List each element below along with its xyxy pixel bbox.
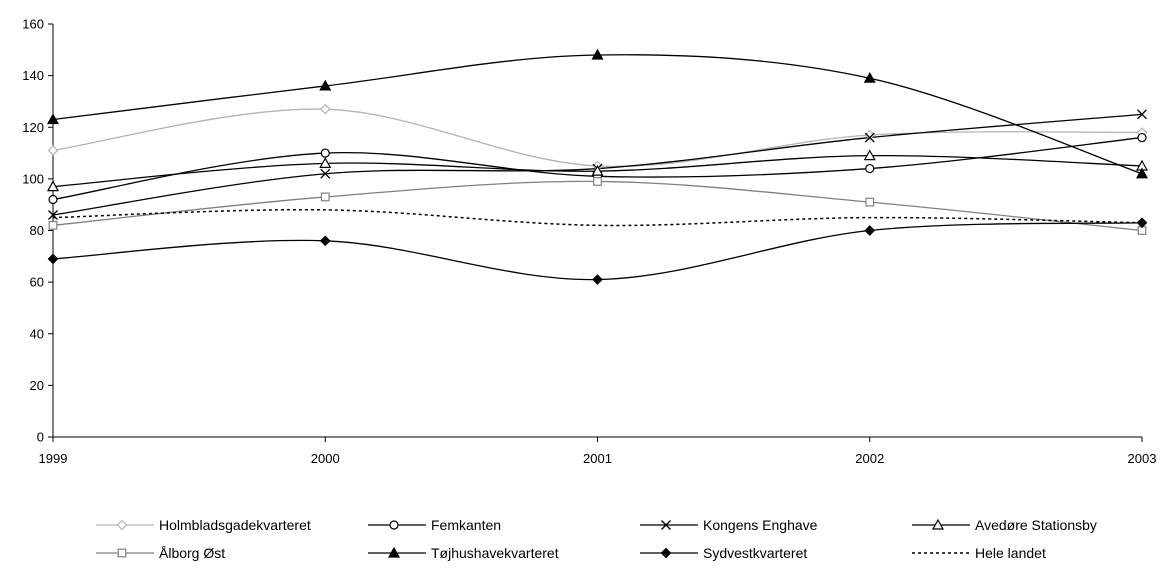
legend-label: Femkanten — [431, 517, 501, 533]
data-point — [592, 274, 603, 285]
legend-marker — [387, 546, 401, 558]
legend-item: Tøjhushavekvarteret — [368, 545, 559, 561]
legend-label: Kongens Enghave — [703, 517, 818, 533]
data-point — [319, 79, 332, 91]
legend-label: Hele landet — [975, 545, 1046, 561]
data-point — [47, 145, 59, 156]
data-point — [1137, 132, 1147, 143]
legend-label: Tøjhushavekvarteret — [431, 545, 559, 561]
series-line-6 — [52, 54, 1143, 175]
legend-label: Avedøre Stationsby — [975, 517, 1097, 533]
data-point — [319, 235, 331, 247]
x-tick-label: 2003 — [1128, 451, 1157, 466]
legend-marker — [116, 519, 128, 531]
y-tick-label: 120 — [22, 120, 44, 135]
legend-item: Sydvestkvarteret — [640, 545, 807, 561]
data-point — [865, 197, 875, 207]
axes: 0 20 40 60 80 100 120 140 160 1999 2000 2001 2002 200… — [22, 17, 1156, 467]
data-point — [863, 71, 876, 83]
y-tick-label: 40 — [30, 326, 44, 341]
legend-item: Kongens Enghave — [640, 517, 818, 533]
data-point — [319, 157, 332, 168]
data-point — [48, 210, 58, 220]
legend-label: Holmbladsgadekvarteret — [159, 517, 311, 533]
legend-marker — [660, 547, 672, 559]
data-point — [46, 113, 60, 125]
legend-item: Holmbladsgadekvarteret — [96, 517, 311, 533]
data-point — [46, 180, 60, 192]
data-point — [593, 177, 602, 186]
x-tick-label: 2002 — [855, 451, 884, 466]
data-point — [320, 168, 331, 179]
legend-marker — [661, 520, 671, 530]
legend-item: Hele landet — [912, 545, 1046, 561]
data-point — [1137, 109, 1147, 120]
y-tick-label: 160 — [22, 17, 44, 32]
data-point — [865, 163, 875, 174]
series-markers — [46, 48, 1149, 285]
y-tick-label: 100 — [22, 171, 44, 186]
data-point — [1135, 167, 1149, 179]
data-point — [47, 253, 59, 265]
data-point — [863, 149, 876, 161]
data-point — [319, 103, 331, 115]
data-point — [48, 220, 58, 230]
legend-marker — [931, 518, 945, 530]
legend: Holmbladsgadekvarteret Femkanten Kongens E… — [96, 517, 1097, 561]
series-line-7 — [52, 222, 1143, 281]
y-tick-label: 140 — [22, 68, 44, 83]
legend-label: Ålborg Øst — [159, 545, 225, 561]
series-line-5 — [52, 180, 1143, 232]
legend-item: Ålborg Øst — [96, 545, 225, 561]
series-line-8 — [52, 208, 1143, 227]
legend-item: Avedøre Stationsby — [912, 517, 1097, 533]
x-tick-label: 2000 — [311, 451, 340, 466]
data-point — [864, 132, 875, 143]
data-point — [591, 164, 604, 176]
data-point — [864, 225, 876, 236]
y-tick-label: 80 — [30, 223, 44, 238]
legend-marker — [117, 548, 127, 558]
data-point — [320, 192, 330, 202]
y-tick-label: 0 — [37, 430, 44, 445]
legend-item: Femkanten — [368, 517, 501, 533]
y-tick-label: 20 — [30, 378, 44, 393]
x-tick-label: 1999 — [39, 451, 68, 466]
legend-marker — [389, 520, 399, 530]
data-point — [864, 129, 876, 141]
data-point — [320, 148, 330, 158]
y-tick-label: 60 — [30, 275, 44, 290]
x-tick-label: 2001 — [583, 451, 612, 466]
data-point — [1136, 217, 1148, 229]
data-point — [48, 194, 58, 205]
legend-label: Sydvestkvarteret — [703, 545, 807, 561]
data-point — [591, 48, 604, 60]
